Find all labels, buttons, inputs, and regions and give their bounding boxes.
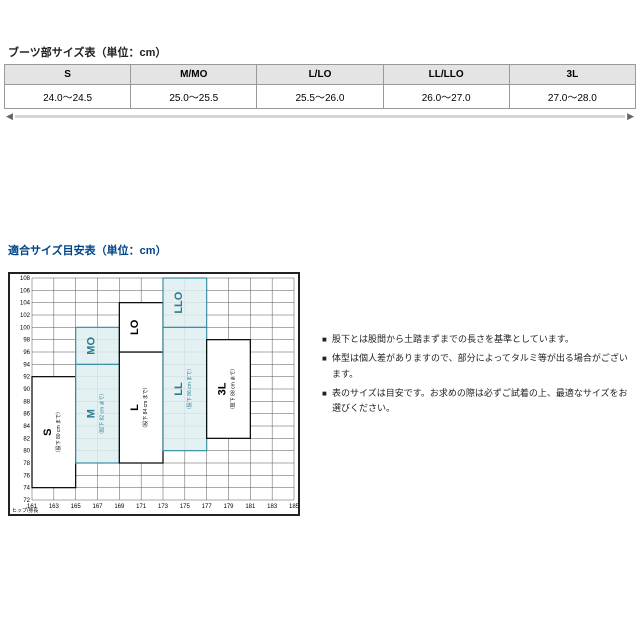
svg-text:96: 96	[23, 350, 30, 356]
svg-text:3L: 3L	[217, 382, 229, 395]
svg-text:M: M	[86, 409, 98, 418]
svg-text:MO: MO	[86, 337, 98, 355]
svg-text:78: 78	[23, 461, 30, 467]
size-chart-svg: 7274767880828486889092949698100102104106…	[10, 274, 298, 514]
svg-text:86: 86	[23, 412, 30, 418]
svg-text:98: 98	[23, 338, 30, 344]
table1-container: SM/MOL/LOLL/LLO3L 24.0～24.525.0～25.525.5…	[4, 64, 636, 122]
svg-text:ヒップ/身長: ヒップ/身長	[12, 507, 38, 514]
svg-text:183: 183	[267, 504, 278, 510]
svg-text:LL: LL	[173, 382, 185, 396]
svg-text:84: 84	[23, 424, 30, 430]
note-item: 体型は個人差がありますので、部分によってタルミ等が出る場合がございます。	[322, 351, 632, 382]
svg-text:102: 102	[20, 313, 31, 319]
svg-text:173: 173	[158, 504, 169, 510]
svg-text:175: 175	[180, 504, 191, 510]
table1-header: 3L	[509, 65, 635, 85]
svg-text:LLO: LLO	[173, 291, 185, 313]
scroll-track[interactable]	[15, 115, 625, 118]
note-item: 股下とは股間から土踏まずまでの長さを基準としています。	[322, 332, 632, 347]
svg-text:94: 94	[23, 362, 30, 368]
table1-cell: 24.0～24.5	[5, 85, 131, 109]
svg-text:171: 171	[136, 504, 147, 510]
scroll-right-icon[interactable]: ▶	[625, 111, 636, 122]
svg-text:LO: LO	[129, 319, 141, 335]
svg-text:L: L	[129, 404, 141, 411]
svg-text:163: 163	[49, 504, 60, 510]
svg-text:74: 74	[23, 486, 30, 492]
size-chart: 7274767880828486889092949698100102104106…	[8, 272, 300, 516]
table1-cell: 27.0～28.0	[509, 85, 635, 109]
svg-text:185: 185	[289, 504, 298, 510]
svg-text:（股下 82 cm まで）: （股下 82 cm まで）	[100, 390, 106, 436]
svg-text:90: 90	[23, 387, 30, 393]
svg-text:179: 179	[223, 504, 234, 510]
note-item: 表のサイズは目安です。お求めの際は必ずご試着の上、最適なサイズをお選びください。	[322, 386, 632, 417]
table1-header: M/MO	[131, 65, 257, 85]
svg-text:167: 167	[92, 504, 103, 510]
table1-header: S	[5, 65, 131, 85]
svg-text:76: 76	[23, 473, 30, 479]
svg-text:108: 108	[20, 276, 31, 282]
svg-text:106: 106	[20, 288, 31, 294]
size-table: SM/MOL/LOLL/LLO3L 24.0～24.525.0～25.525.5…	[4, 64, 636, 109]
table1-title: ブーツ部サイズ表（単位：cm）	[8, 44, 636, 60]
table1-cell: 26.0～27.0	[383, 85, 509, 109]
table1-cell: 25.0～25.5	[131, 85, 257, 109]
notes-list: 股下とは股間から土踏まずまでの長さを基準としています。体型は個人差がありますので…	[322, 272, 632, 420]
horizontal-scrollbar[interactable]: ◀ ▶	[4, 111, 636, 122]
svg-text:（股下 80 cm まで）: （股下 80 cm まで）	[56, 409, 62, 455]
svg-text:S: S	[42, 428, 54, 435]
svg-text:165: 165	[71, 504, 82, 510]
svg-text:92: 92	[23, 375, 30, 381]
svg-text:（股下 88 cm まで）: （股下 88 cm まで）	[231, 366, 237, 412]
svg-text:（股下 84 cm まで）: （股下 84 cm まで）	[143, 384, 149, 430]
svg-text:181: 181	[245, 504, 256, 510]
scroll-left-icon[interactable]: ◀	[4, 111, 15, 122]
svg-text:177: 177	[202, 504, 213, 510]
svg-text:（股下 86 cm まで）: （股下 86 cm まで）	[187, 366, 193, 412]
table1-header: LL/LLO	[383, 65, 509, 85]
svg-text:88: 88	[23, 399, 30, 405]
svg-text:80: 80	[23, 449, 30, 455]
table1-header: L/LO	[257, 65, 383, 85]
svg-text:82: 82	[23, 436, 30, 442]
svg-text:169: 169	[114, 504, 125, 510]
svg-text:104: 104	[20, 301, 31, 307]
table1-cell: 25.5～26.0	[257, 85, 383, 109]
section2-title: 適合サイズ目安表（単位：cm）	[8, 242, 632, 258]
svg-text:100: 100	[20, 325, 31, 331]
